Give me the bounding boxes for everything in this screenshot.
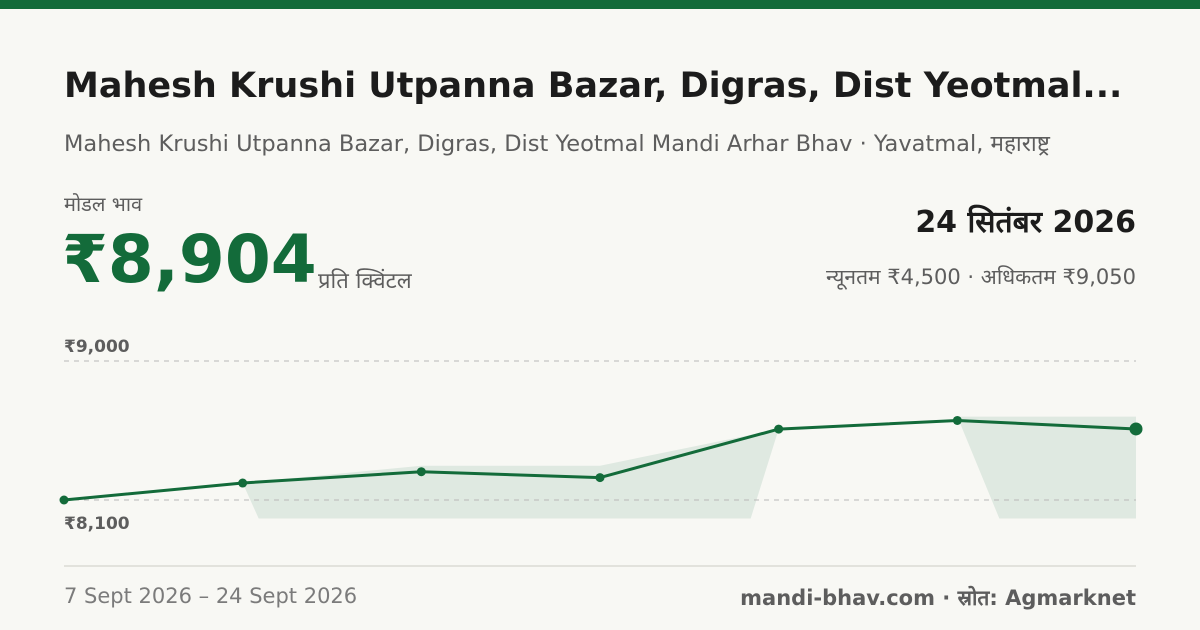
- price-chart: ₹9,000 ₹8,100: [59, 337, 1143, 534]
- y-axis-ticks: ₹9,000 ₹8,100: [64, 337, 130, 534]
- y-tick-label-8100: ₹8,100: [64, 514, 130, 534]
- top-accent-bar: [0, 0, 1200, 9]
- price-point: [952, 415, 962, 425]
- price-unit: प्रति क्विंटल: [318, 269, 412, 294]
- page-subtitle: Mahesh Krushi Utpanna Bazar, Digras, Dis…: [64, 131, 1050, 157]
- source-credit: mandi-bhav.com · स्रोत: Agmarknet: [740, 586, 1136, 610]
- price-point: [238, 478, 248, 488]
- price-point: [595, 473, 605, 483]
- price-point: [774, 424, 784, 434]
- range-band-area: [242, 416, 1136, 519]
- min-max-range: न्यूनतम ₹4,500 · अधिकतम ₹9,050: [826, 265, 1136, 289]
- footer-divider: [64, 565, 1136, 567]
- price-point: [59, 495, 69, 505]
- price-points: [59, 415, 1143, 505]
- price-point: [1129, 422, 1143, 436]
- price-date: 24 सितंबर 2026: [915, 205, 1136, 240]
- page-title: Mahesh Krushi Utpanna Bazar, Digras, Dis…: [64, 66, 1123, 106]
- modal-price-value: ₹8,904: [62, 221, 317, 298]
- y-tick-label-9000: ₹9,000: [64, 337, 130, 357]
- price-point: [416, 467, 426, 477]
- date-range: 7 Sept 2026 – 24 Sept 2026: [64, 584, 358, 608]
- price-range-band: [242, 416, 1136, 519]
- grid-lines: [64, 360, 1136, 501]
- modal-price-label: मोडल भाव: [64, 192, 143, 216]
